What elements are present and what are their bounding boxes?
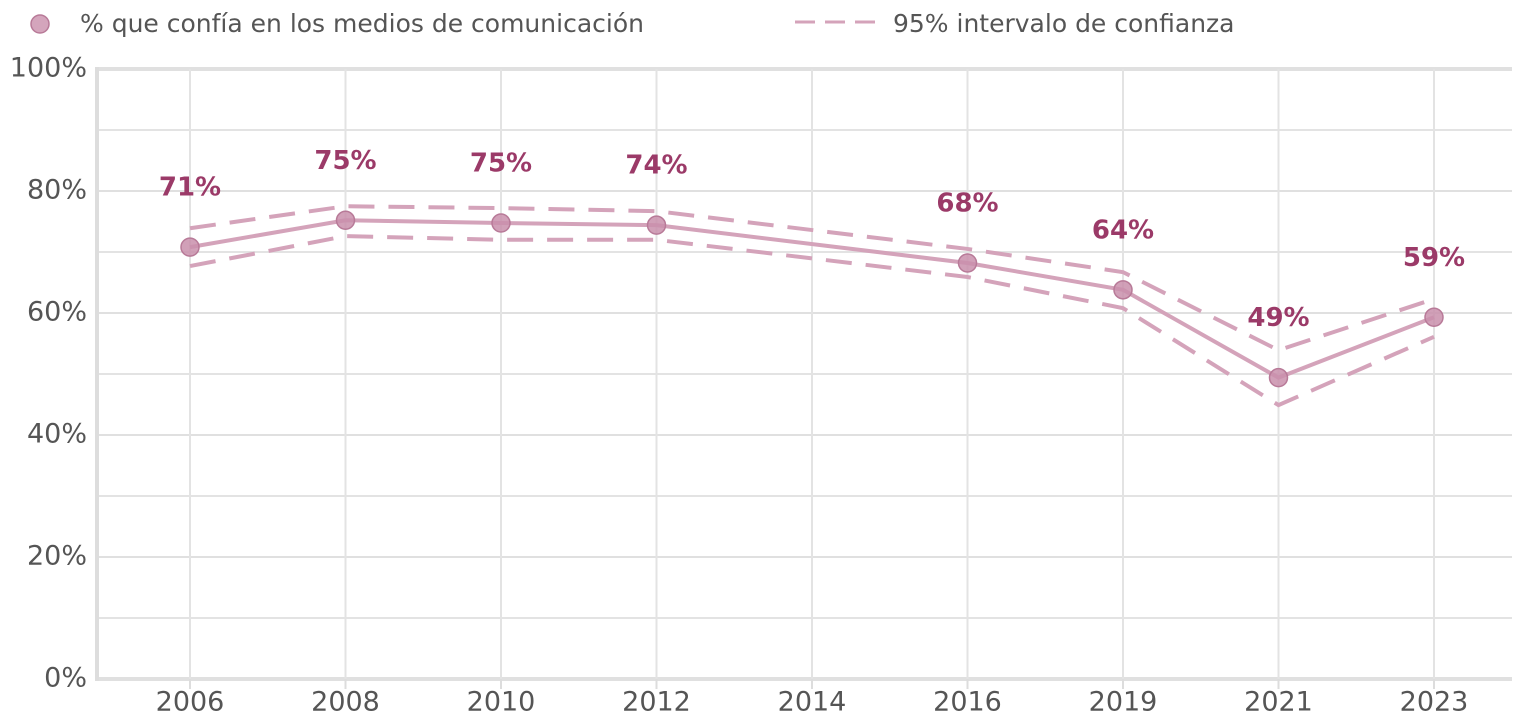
y-tick-label: 0% xyxy=(44,663,87,694)
point xyxy=(491,213,511,233)
point xyxy=(335,210,356,231)
x-tick-label: 2023 xyxy=(1400,687,1469,716)
value-label: 75% xyxy=(314,146,376,176)
x-tick-label: 2021 xyxy=(1244,687,1313,716)
point xyxy=(180,237,200,257)
point xyxy=(646,215,667,235)
ci-lower xyxy=(189,234,1435,408)
value-label: 75% xyxy=(470,149,532,179)
value-label: 59% xyxy=(1403,243,1465,273)
y-tick-label: 40% xyxy=(27,419,87,450)
x-tick-label: 2008 xyxy=(311,687,380,716)
y-tick-label: 100% xyxy=(10,53,87,84)
x-tick-label: 2014 xyxy=(778,687,847,716)
legend-label: % que confía en los medios de comunicaci… xyxy=(80,9,644,38)
x-tick-label: 2010 xyxy=(467,687,536,716)
point xyxy=(1424,307,1444,328)
point xyxy=(957,253,978,273)
legend-marker xyxy=(30,14,50,34)
value-label: 71% xyxy=(159,173,221,203)
legend-label: 95% intervalo de confianza xyxy=(893,9,1235,38)
value-label: 64% xyxy=(1092,215,1154,245)
line xyxy=(189,218,1435,380)
value-label: 68% xyxy=(936,188,998,218)
x-tick-label: 2016 xyxy=(933,687,1002,716)
point xyxy=(1113,280,1133,300)
point xyxy=(1268,367,1289,388)
x-tick-label: 2019 xyxy=(1089,687,1158,716)
x-tick-label: 2012 xyxy=(622,687,691,716)
ci-upper xyxy=(189,204,1435,353)
y-tick-label: 20% xyxy=(27,541,87,572)
value-label: 74% xyxy=(625,151,687,181)
y-tick-label: 80% xyxy=(27,175,87,206)
y-tick-label: 60% xyxy=(27,297,87,328)
x-tick-label: 2006 xyxy=(156,687,225,716)
value-label: 49% xyxy=(1247,303,1309,333)
